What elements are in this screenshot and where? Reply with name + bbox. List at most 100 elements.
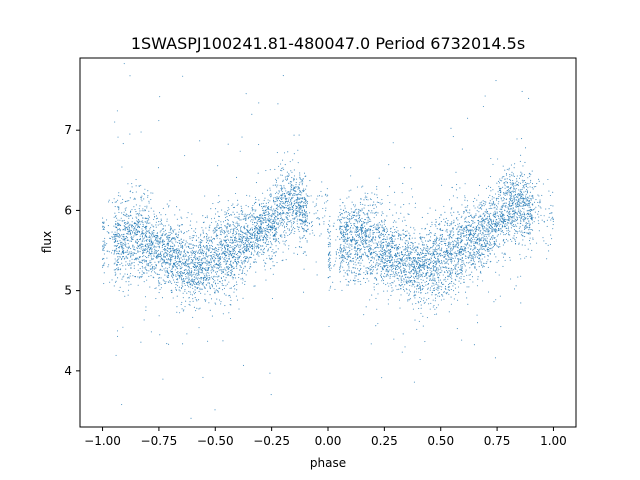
data-point: [126, 215, 128, 218]
data-point: [125, 209, 127, 211]
data-point: [119, 286, 121, 288]
data-point: [225, 213, 227, 215]
data-point: [215, 257, 217, 259]
data-point: [292, 205, 294, 207]
data-point: [426, 317, 428, 319]
data-point: [509, 218, 511, 220]
data-point: [233, 274, 235, 276]
data-point: [283, 221, 285, 223]
data-point: [148, 230, 150, 232]
data-point: [328, 241, 330, 244]
data-point: [502, 165, 504, 167]
data-point: [502, 186, 504, 188]
data-point: [481, 264, 483, 266]
data-point: [461, 204, 463, 206]
data-point: [212, 256, 214, 258]
data-point: [422, 242, 424, 244]
data-point: [176, 306, 178, 308]
data-point: [170, 240, 172, 242]
data-point: [369, 265, 371, 268]
data-point: [163, 255, 165, 257]
data-point: [496, 212, 498, 214]
data-point: [452, 222, 455, 224]
data-point: [355, 275, 357, 277]
data-point: [229, 231, 231, 233]
data-point: [115, 223, 117, 225]
data-point: [161, 234, 163, 236]
data-point: [231, 253, 233, 255]
data-point: [194, 231, 196, 234]
data-point: [506, 194, 508, 196]
data-point: [200, 241, 202, 243]
data-point: [226, 245, 228, 247]
data-point: [465, 216, 467, 218]
data-point: [406, 244, 408, 246]
data-point: [210, 244, 212, 246]
data-point: [499, 216, 502, 218]
data-point: [138, 219, 140, 221]
data-point: [504, 252, 506, 254]
data-point: [290, 219, 292, 221]
data-point: [499, 178, 501, 180]
data-point: [368, 280, 370, 282]
data-point: [392, 282, 394, 284]
data-point: [306, 240, 308, 242]
data-point: [138, 208, 140, 210]
data-point: [251, 241, 253, 243]
data-point: [435, 260, 437, 262]
data-point: [433, 250, 435, 252]
data-point: [298, 245, 300, 248]
data-point: [386, 257, 388, 259]
data-point: [449, 245, 451, 247]
data-point: [133, 198, 135, 200]
data-point: [392, 275, 394, 277]
data-point: [359, 264, 361, 266]
data-point: [472, 249, 474, 251]
data-point: [194, 283, 196, 285]
data-point: [261, 229, 263, 231]
data-point: [439, 237, 441, 239]
data-point: [229, 224, 231, 226]
data-point: [111, 279, 113, 281]
data-point: [231, 273, 233, 275]
data-point: [412, 266, 414, 268]
data-point: [142, 233, 144, 235]
data-point: [220, 266, 222, 268]
data-point: [389, 257, 391, 260]
data-point: [538, 195, 540, 197]
data-point: [215, 253, 217, 255]
data-point: [252, 237, 254, 239]
data-point: [244, 272, 246, 275]
data-point: [159, 254, 161, 256]
data-point: [264, 197, 266, 199]
data-point: [139, 238, 141, 240]
data-point: [517, 197, 519, 199]
data-point: [418, 320, 420, 322]
data-point: [262, 236, 264, 239]
data-point: [277, 241, 280, 243]
data-point: [245, 248, 247, 250]
data-point: [356, 250, 358, 252]
data-point: [370, 245, 372, 247]
data-point: [455, 294, 457, 296]
data-point: [437, 270, 439, 272]
data-point: [220, 247, 222, 249]
data-point: [241, 247, 243, 249]
data-point: [424, 247, 426, 249]
data-point: [181, 282, 183, 284]
data-point: [194, 291, 196, 294]
data-point: [240, 229, 242, 232]
data-point: [467, 247, 469, 249]
data-point: [340, 252, 342, 254]
data-point: [358, 235, 361, 238]
data-point: [122, 234, 124, 236]
data-point: [353, 267, 355, 269]
data-point: [118, 233, 121, 235]
data-point: [443, 205, 445, 207]
data-point: [522, 165, 524, 167]
data-point: [402, 264, 404, 266]
data-point: [403, 204, 405, 206]
data-point: [234, 253, 236, 255]
data-point: [305, 212, 307, 214]
data-point: [195, 274, 197, 276]
